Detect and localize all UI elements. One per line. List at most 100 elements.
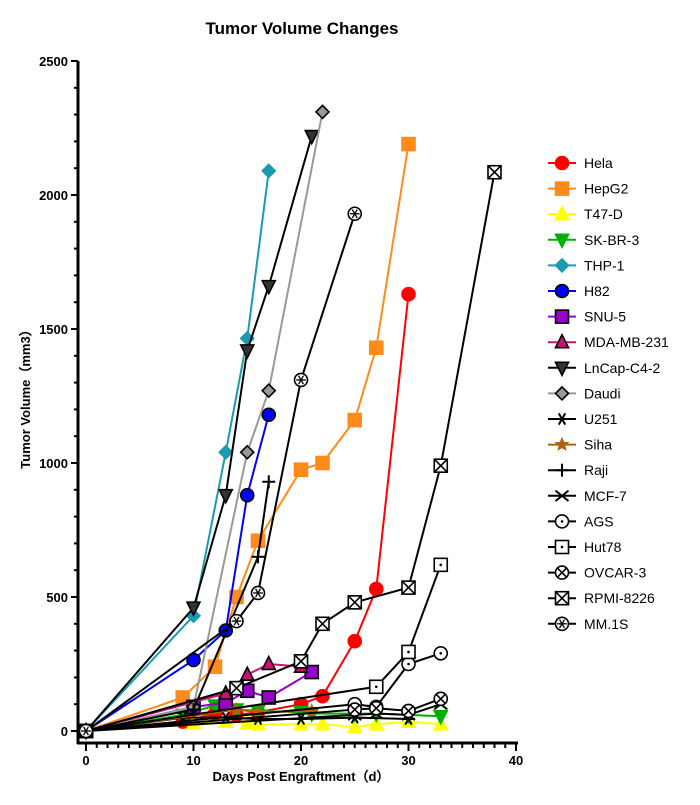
legend-label: H82 bbox=[584, 283, 610, 299]
data-point bbox=[261, 383, 277, 399]
legend-label: Hela bbox=[584, 155, 613, 171]
legend-label: THP-1 bbox=[584, 257, 625, 273]
legend-item: OVCAR-3 bbox=[548, 565, 646, 581]
data-point bbox=[293, 372, 309, 388]
data-point bbox=[315, 616, 330, 632]
legend-label: U251 bbox=[584, 411, 618, 427]
x-tick-label: 10 bbox=[186, 753, 200, 768]
legend-item: H82 bbox=[548, 283, 610, 299]
legend-label: SNU-5 bbox=[584, 309, 626, 325]
data-point bbox=[261, 163, 277, 179]
data-point bbox=[487, 164, 502, 180]
data-point bbox=[401, 656, 416, 672]
data-point bbox=[229, 680, 244, 696]
legend-marker bbox=[554, 204, 570, 221]
data-point bbox=[368, 700, 384, 716]
series-mda-mb-231 bbox=[78, 654, 309, 738]
legend-item: Hela bbox=[548, 155, 613, 171]
series-line bbox=[85, 172, 496, 732]
series-lncap-c4-2 bbox=[78, 129, 320, 741]
legend-item: MM.1S bbox=[548, 616, 628, 632]
data-point bbox=[239, 665, 256, 682]
data-point bbox=[401, 703, 416, 719]
data-point bbox=[314, 715, 331, 731]
data-point bbox=[401, 286, 416, 302]
data-point bbox=[251, 550, 265, 564]
series-line bbox=[85, 564, 442, 732]
series-line bbox=[85, 111, 324, 732]
data-point bbox=[401, 136, 416, 152]
data-point bbox=[314, 104, 331, 120]
data-point bbox=[401, 644, 416, 660]
legend-label: HepG2 bbox=[584, 181, 629, 197]
data-point bbox=[239, 444, 255, 460]
legend-item: MCF-7 bbox=[548, 488, 627, 504]
data-point bbox=[347, 702, 363, 717]
x-axis-label: Days Post Engraftment（d） bbox=[213, 769, 390, 784]
series-hepg2 bbox=[78, 136, 416, 739]
legend-label: Daudi bbox=[584, 385, 621, 401]
legend-marker bbox=[554, 181, 570, 196]
legend-item: Daudi bbox=[548, 385, 621, 401]
legend-label: Raji bbox=[584, 462, 608, 478]
data-point bbox=[347, 412, 363, 428]
data-point bbox=[347, 633, 363, 649]
legend-item: THP-1 bbox=[548, 257, 625, 273]
legend-item: T47-D bbox=[548, 204, 623, 222]
series-line bbox=[85, 135, 313, 732]
data-point bbox=[432, 709, 449, 726]
y-tick-label: 0 bbox=[61, 724, 68, 739]
data-point bbox=[433, 557, 449, 573]
data-point bbox=[293, 462, 309, 478]
legend-label: SK-BR-3 bbox=[584, 232, 639, 248]
data-point bbox=[433, 458, 449, 473]
legend-item: Raji bbox=[548, 462, 608, 478]
data-point bbox=[401, 580, 416, 595]
series-line bbox=[85, 213, 356, 732]
data-point bbox=[347, 595, 363, 610]
legend-marker bbox=[554, 309, 570, 324]
x-tick-label: 40 bbox=[509, 753, 523, 768]
data-point bbox=[368, 679, 384, 695]
legend-item: Hut78 bbox=[548, 539, 622, 555]
legend-marker bbox=[554, 514, 570, 529]
legend-item: AGS bbox=[548, 513, 614, 529]
data-point bbox=[368, 340, 384, 356]
data-point bbox=[368, 715, 385, 731]
legend-label: RPMI-8226 bbox=[584, 590, 655, 606]
data-point bbox=[218, 444, 234, 460]
data-point bbox=[217, 488, 234, 505]
data-point bbox=[229, 613, 244, 629]
data-point bbox=[185, 601, 202, 618]
legend-marker bbox=[554, 616, 570, 632]
data-point bbox=[239, 344, 256, 360]
data-point bbox=[368, 581, 384, 597]
legend-marker bbox=[554, 233, 570, 250]
legend-item: SK-BR-3 bbox=[548, 232, 639, 250]
data-point bbox=[260, 279, 277, 296]
legend-marker bbox=[554, 489, 570, 502]
legend-label: LnCap-C4-2 bbox=[584, 360, 660, 376]
legend-marker bbox=[554, 283, 570, 299]
legend-marker bbox=[554, 361, 570, 378]
data-point bbox=[250, 585, 266, 601]
legend-label: T47-D bbox=[584, 206, 623, 222]
data-point bbox=[347, 206, 363, 222]
legend-marker bbox=[554, 385, 570, 402]
data-point bbox=[250, 533, 266, 549]
y-tick-label: 1500 bbox=[39, 322, 68, 337]
legend-marker bbox=[554, 539, 570, 555]
legend-marker bbox=[554, 590, 570, 606]
legend-label: MM.1S bbox=[584, 616, 628, 632]
legend-marker bbox=[554, 155, 570, 171]
legend-item: U251 bbox=[548, 411, 618, 427]
legend-label: AGS bbox=[584, 513, 614, 529]
y-axis-label: Tumor Volume（mm3） bbox=[18, 323, 33, 468]
x-tick-label: 30 bbox=[401, 753, 415, 768]
legend-marker bbox=[554, 436, 570, 451]
x-tick-label: 0 bbox=[82, 753, 89, 768]
data-point bbox=[261, 407, 277, 423]
series-mm-1s bbox=[78, 206, 363, 739]
